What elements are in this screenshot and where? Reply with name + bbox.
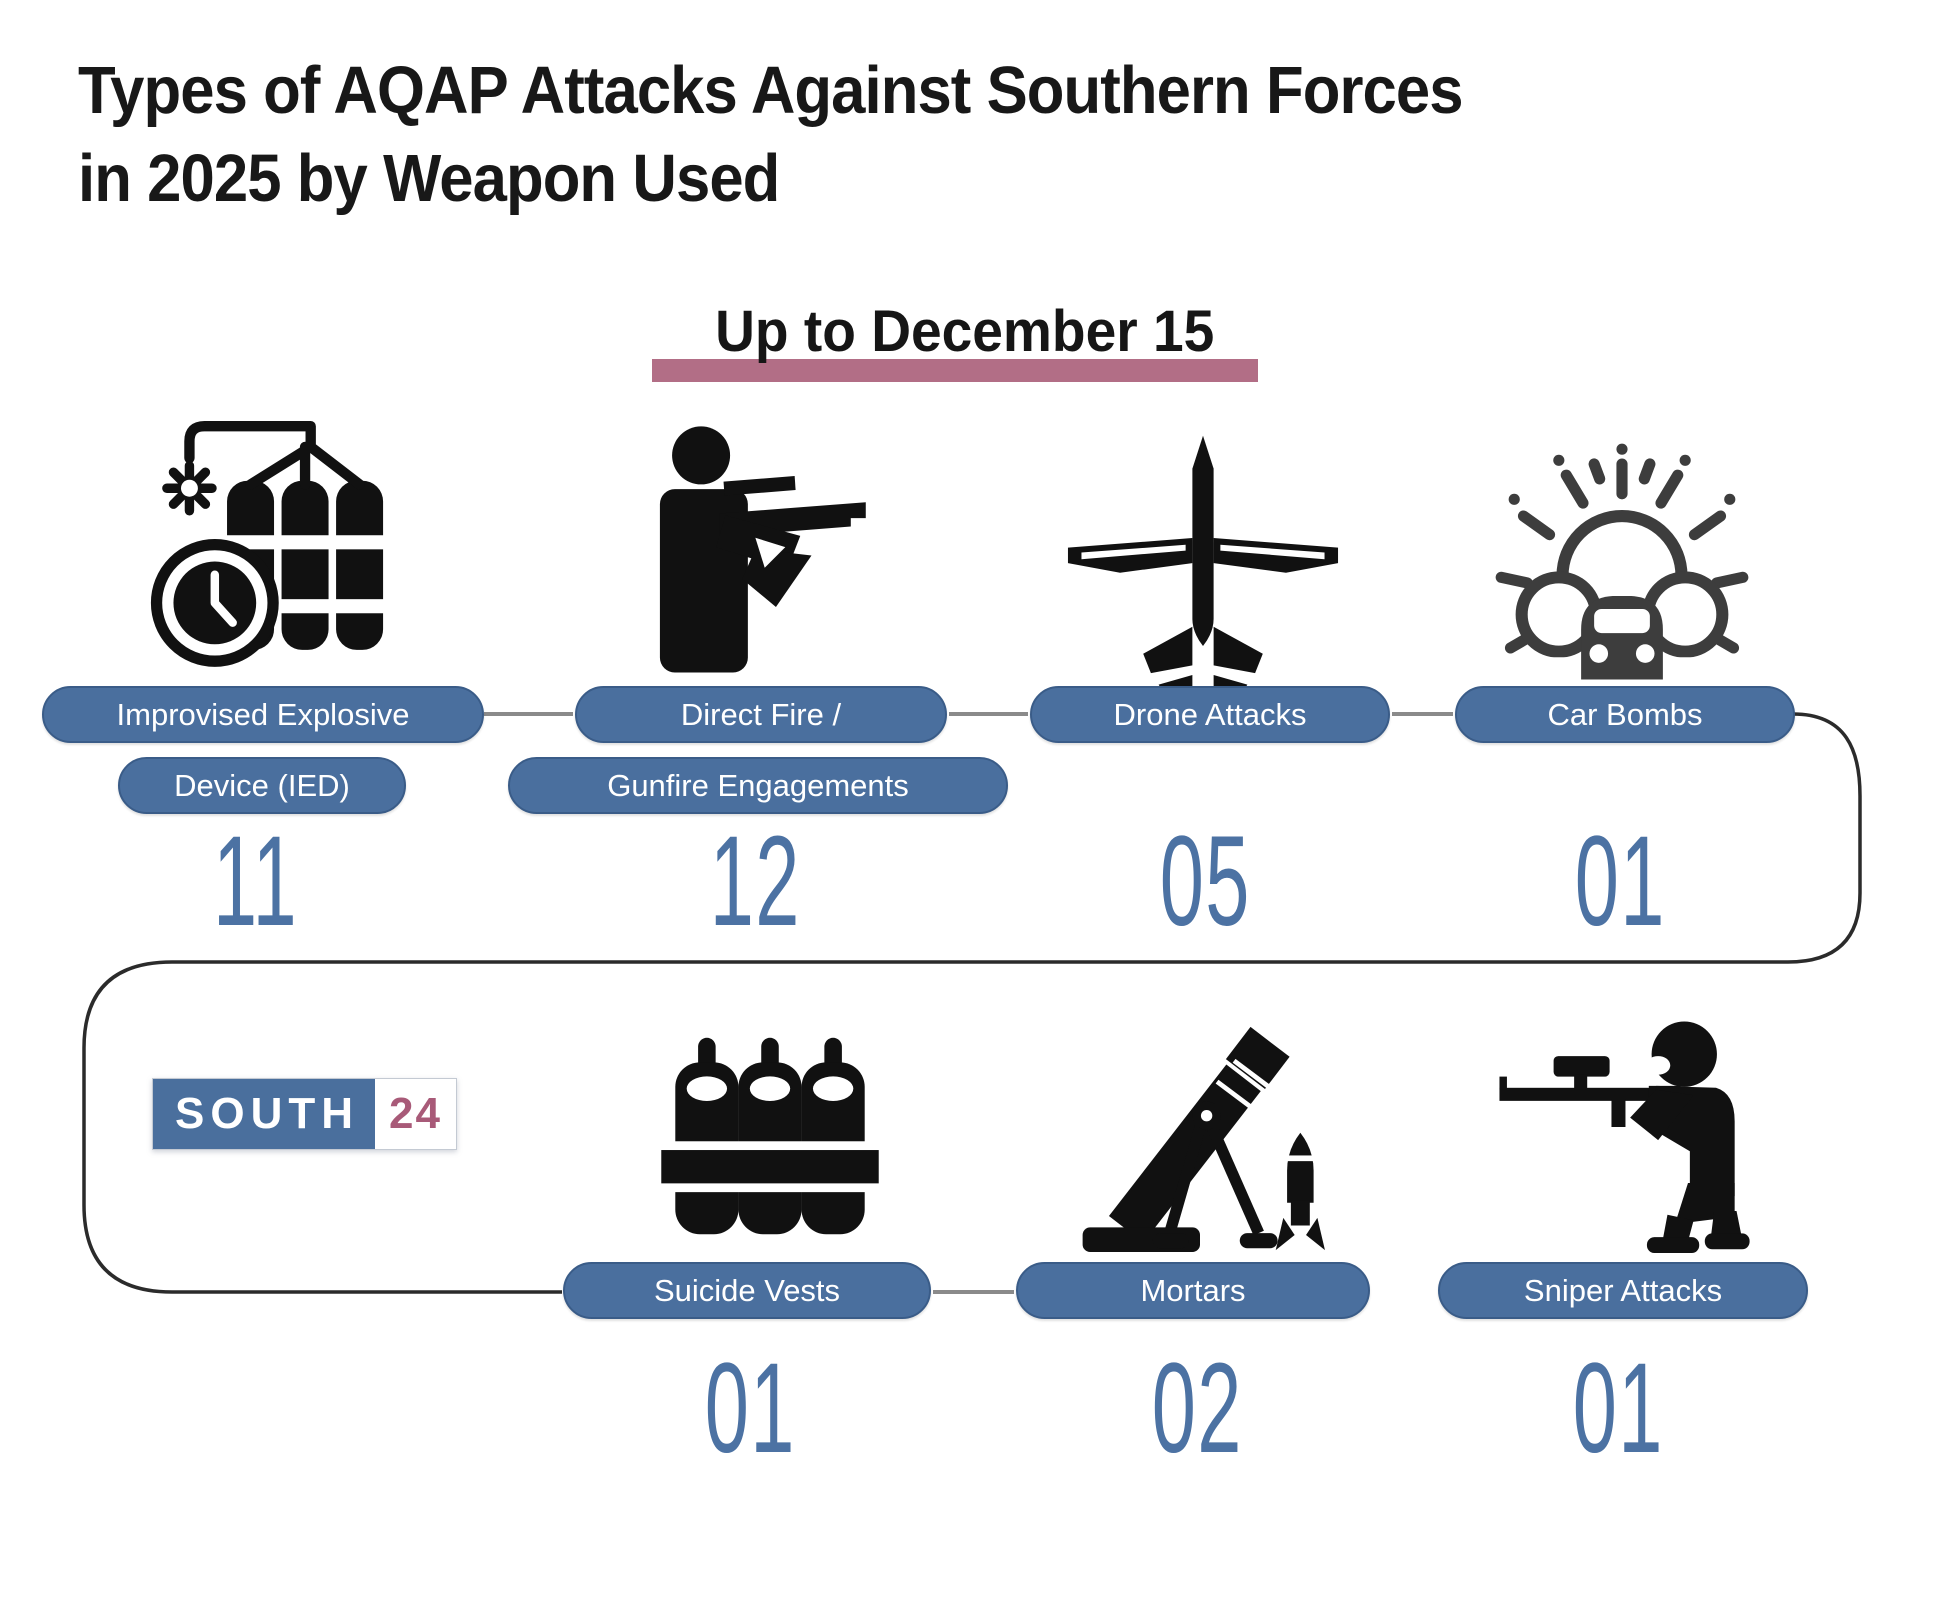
label-text: Device (IED) xyxy=(174,767,350,803)
label-text: Car Bombs xyxy=(1547,696,1703,732)
count-direct-fire: 12 xyxy=(709,810,801,953)
sniper-icon xyxy=(1492,998,1772,1256)
subtitle-text: Up to December 15 xyxy=(715,299,1215,364)
label-pill-ied-line2: Device (IED) xyxy=(118,757,406,814)
car-bomb-icon xyxy=(1482,438,1762,700)
label-text: Gunfire Engagements xyxy=(607,767,909,803)
south24-logo-text: SOUTH xyxy=(153,1079,375,1149)
mortar-icon xyxy=(1058,1002,1342,1254)
count-sniper-attacks: 01 xyxy=(1572,1337,1664,1480)
label-pill-ied-line1: Improvised Explosive xyxy=(42,686,484,743)
label-text: Sniper Attacks xyxy=(1523,1272,1723,1308)
drone-icon xyxy=(1058,430,1348,702)
label-pill-car-bombs: Car Bombs xyxy=(1455,686,1795,743)
label-pill-mortars: Mortars xyxy=(1016,1262,1370,1319)
south24-logo: SOUTH 24 xyxy=(152,1078,457,1150)
label-text: Suicide Vests xyxy=(653,1272,841,1308)
count-suicide-vests: 01 xyxy=(704,1337,796,1480)
label-text: Improvised Explosive xyxy=(116,696,410,732)
label-pill-drone: Drone Attacks xyxy=(1030,686,1390,743)
rifleman-icon xyxy=(615,418,877,680)
count-drone: 05 xyxy=(1159,810,1251,953)
label-pill-suicide-vests: Suicide Vests xyxy=(563,1262,931,1319)
label-pill-direct-fire-line2: Gunfire Engagements xyxy=(508,757,1008,814)
south24-logo-number: 24 xyxy=(375,1079,456,1149)
count-ied: 11 xyxy=(212,810,298,953)
ied-bomb-icon xyxy=(118,398,400,680)
page-title-line2: in 2025 by Weapon Used xyxy=(78,141,780,216)
page-title-line1: Types of AQAP Attacks Against Southern F… xyxy=(78,53,1464,128)
label-text: Drone Attacks xyxy=(1113,696,1307,732)
suicide-vest-icon xyxy=(638,1008,902,1250)
label-text: Mortars xyxy=(1140,1272,1246,1308)
count-mortars: 02 xyxy=(1151,1337,1243,1480)
label-pill-direct-fire-line1: Direct Fire / xyxy=(575,686,947,743)
label-text: Direct Fire / xyxy=(680,696,842,732)
date-underline-bar xyxy=(652,359,1258,382)
count-car-bombs: 01 xyxy=(1574,810,1666,953)
label-pill-sniper-attacks: Sniper Attacks xyxy=(1438,1262,1808,1319)
subtitle: Up to December 15 xyxy=(600,298,1330,388)
